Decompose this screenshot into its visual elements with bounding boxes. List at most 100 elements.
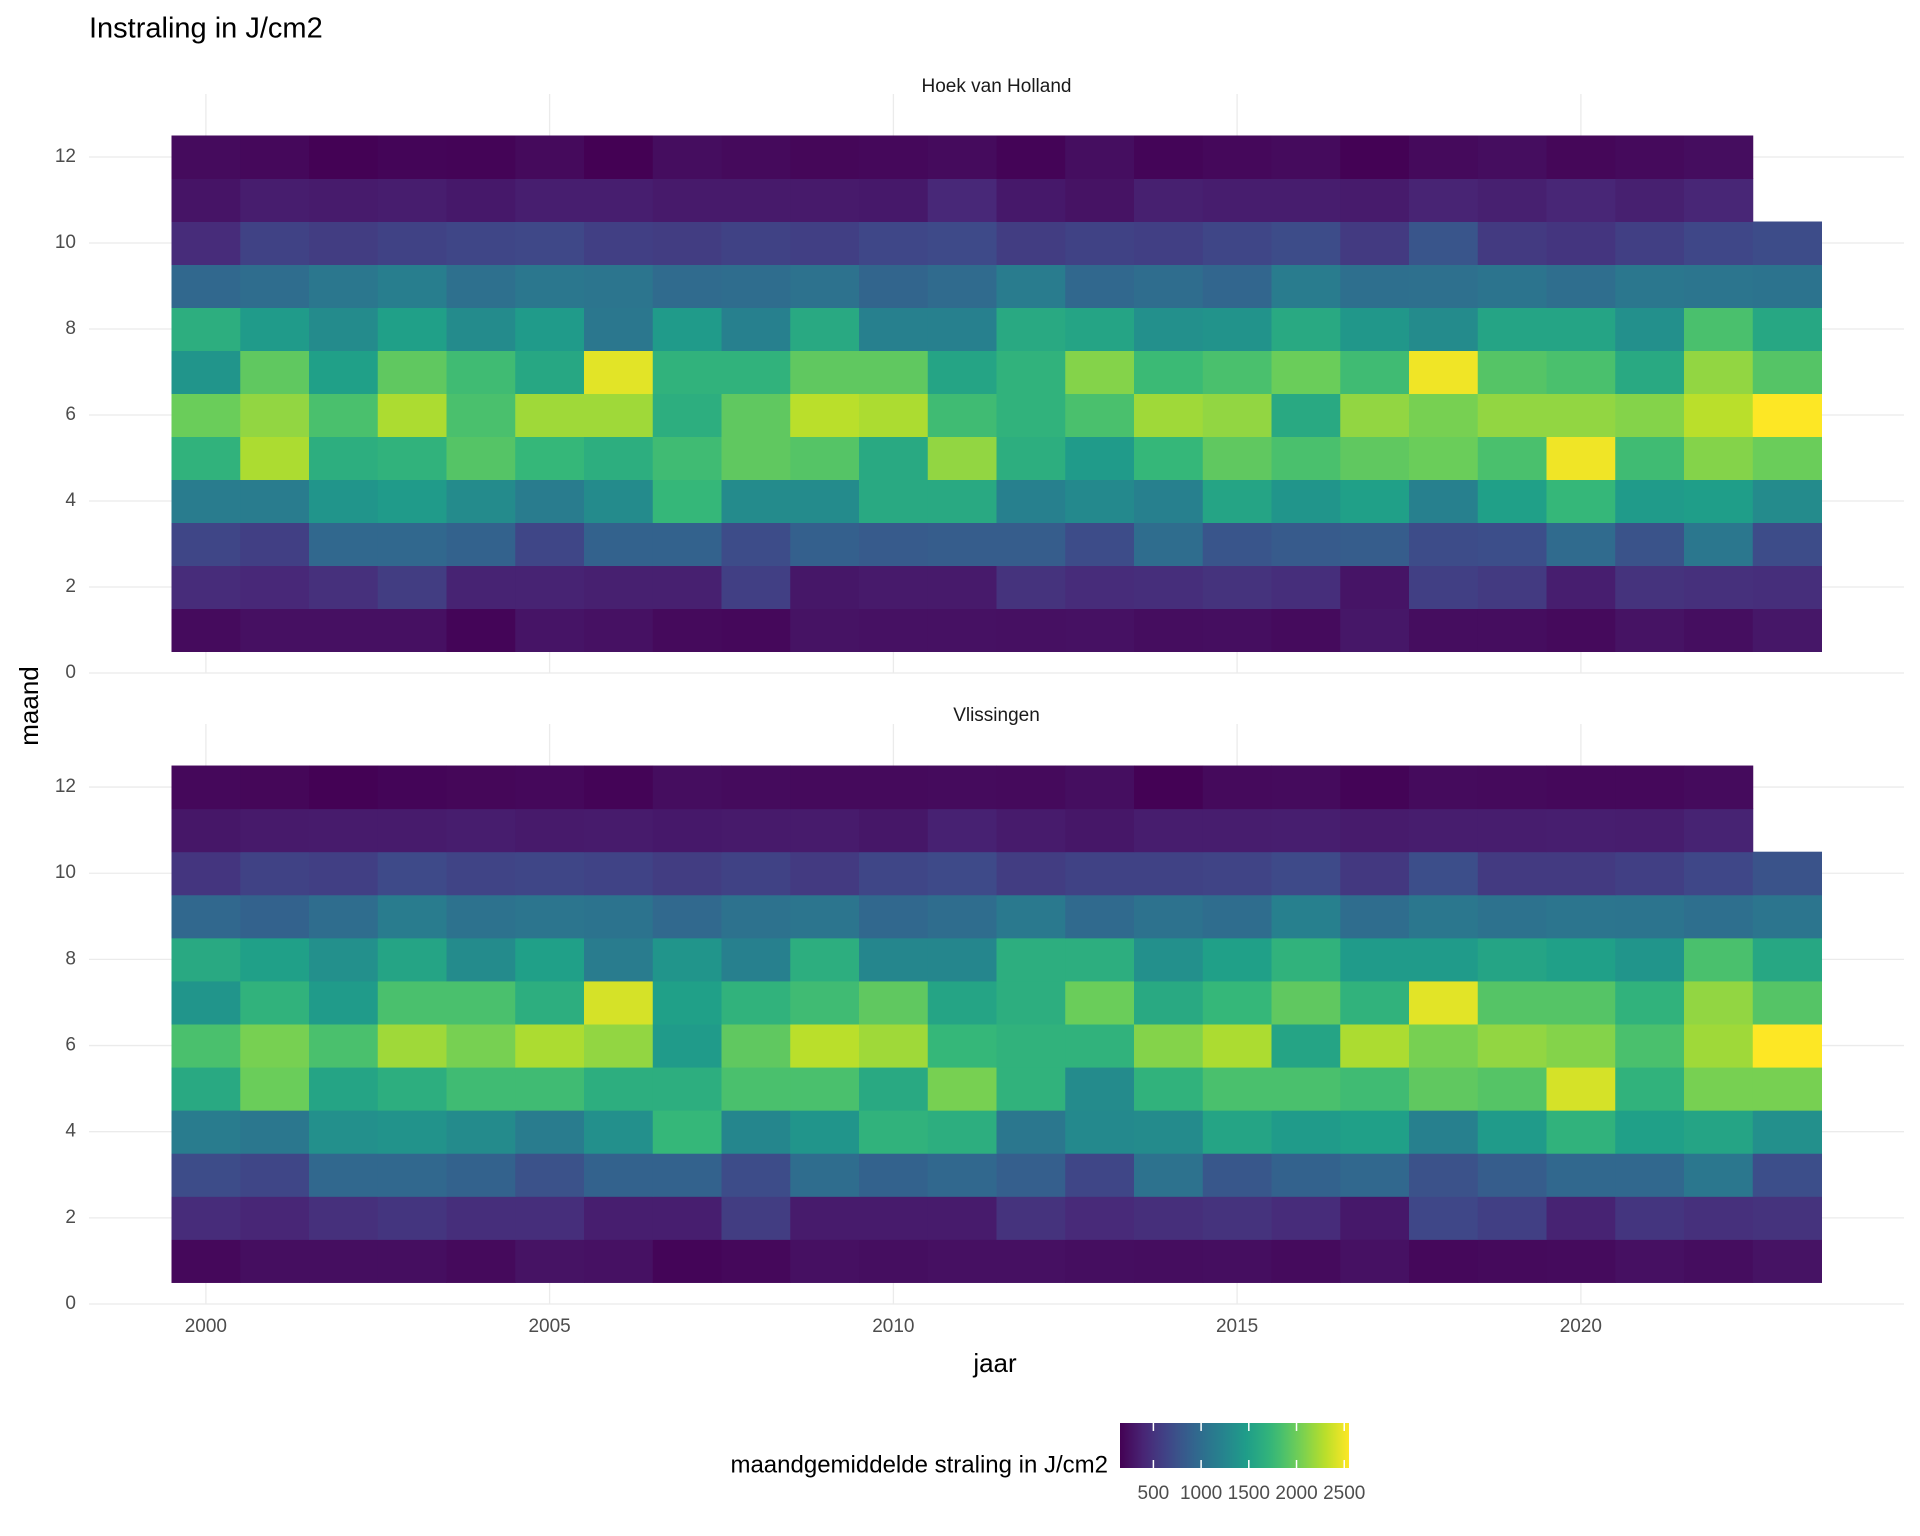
heatmap-cell [1546, 1153, 1616, 1197]
heatmap-cell [1134, 1024, 1204, 1068]
heatmap-cell [1065, 1196, 1135, 1240]
heatmap-cell [1546, 479, 1616, 523]
heatmap-cell [515, 221, 585, 265]
heatmap-cell [240, 307, 310, 351]
heatmap-cell [1684, 436, 1754, 480]
heatmap-cell [996, 980, 1066, 1025]
heatmap-cell [1546, 851, 1616, 896]
y-tick-label: 4 [65, 1121, 76, 1142]
heatmap-cell [1202, 937, 1272, 982]
heatmap-cell [1684, 522, 1754, 566]
heatmap-cell [1340, 937, 1410, 982]
heatmap-cell [1134, 980, 1204, 1025]
heatmap-cell [1684, 808, 1754, 853]
heatmap-cell [1065, 135, 1135, 179]
heatmap-cell [1684, 1239, 1754, 1283]
heatmap-cell [171, 937, 241, 982]
heatmap-cell [1615, 1153, 1685, 1197]
heatmap-cell [859, 1196, 929, 1240]
heatmap-cell [1271, 1024, 1341, 1068]
heatmap-cell [1340, 135, 1410, 179]
heatmap-cell [309, 565, 379, 609]
heatmap-cell [584, 851, 654, 896]
colorbar-tick-label: 2000 [1275, 1483, 1317, 1504]
heatmap-cell [377, 264, 447, 308]
heatmap-cell [515, 350, 585, 394]
heatmap-cell [1477, 350, 1547, 394]
heatmap-cell [446, 436, 516, 480]
heatmap-cell [652, 765, 722, 810]
heatmap-cell [790, 1239, 860, 1283]
heatmap-cell [1752, 479, 1822, 523]
heatmap-cell [1202, 264, 1272, 308]
heatmap-cell [1615, 522, 1685, 566]
heatmap-cell [377, 1110, 447, 1154]
heatmap-cell [1615, 565, 1685, 609]
heatmap-cell [240, 350, 310, 394]
heatmap-cell [652, 980, 722, 1025]
heatmap-cell [1134, 851, 1204, 896]
heatmap-cell [1615, 135, 1685, 179]
heatmap-cell [790, 1110, 860, 1154]
heatmap-cell [927, 565, 997, 609]
heatmap-cell [1409, 436, 1479, 480]
heatmap-cell [721, 135, 791, 179]
heatmap-cell [1684, 1196, 1754, 1240]
heatmap-cell [515, 565, 585, 609]
heatmap-cell [240, 851, 310, 896]
heatmap-cell [1615, 808, 1685, 853]
heatmap-cell [721, 937, 791, 982]
heatmap-cell [1477, 264, 1547, 308]
heatmap-cell [1477, 178, 1547, 222]
heatmap-cell [515, 1196, 585, 1240]
heatmap-cell [1065, 1153, 1135, 1197]
heatmap-cell [1752, 307, 1822, 351]
heatmap-cell [1065, 851, 1135, 896]
heatmap-cell [1271, 1110, 1341, 1154]
heatmap-cell [1477, 522, 1547, 566]
heatmap-cell [171, 980, 241, 1025]
heatmap-cell [1684, 264, 1754, 308]
y-tick-label: 2 [65, 576, 76, 597]
heatmap-cell [240, 1110, 310, 1154]
heatmap-cell [859, 765, 929, 810]
heatmap-cell [1615, 178, 1685, 222]
heatmap-cell [790, 307, 860, 351]
heatmap-cell [1752, 565, 1822, 609]
heatmap-cell [584, 307, 654, 351]
heatmap-cell [721, 1067, 791, 1111]
heatmap-cell [446, 522, 516, 566]
heatmap-cell [377, 765, 447, 810]
y-tick-label: 0 [65, 662, 76, 683]
heatmap-cell [309, 522, 379, 566]
heatmap-cell [1409, 393, 1479, 437]
heatmap-cell [1340, 264, 1410, 308]
heatmap-cell [996, 894, 1066, 939]
heatmap-cell [446, 1153, 516, 1197]
heatmap-cell [1752, 608, 1822, 652]
heatmap-cell [1477, 894, 1547, 939]
heatmap-cell [721, 393, 791, 437]
heatmap-cell [996, 851, 1066, 896]
heatmap-cell [652, 1024, 722, 1068]
heatmap-cell [1477, 1196, 1547, 1240]
heatmap-cell [1546, 1196, 1616, 1240]
heatmap-cell [446, 221, 516, 265]
heatmap-cell [584, 565, 654, 609]
heatmap-cell [1271, 479, 1341, 523]
heatmap-cell [309, 1067, 379, 1111]
heatmap-cell [790, 980, 860, 1025]
heatmap-cell [1202, 565, 1272, 609]
heatmap-cell [652, 479, 722, 523]
heatmap-cell [790, 565, 860, 609]
heatmap-cell [171, 1067, 241, 1111]
heatmap-cell [721, 1239, 791, 1283]
heatmap-cell [309, 221, 379, 265]
heatmap-cell [1065, 178, 1135, 222]
heatmap-cell [584, 608, 654, 652]
heatmap-cell [377, 221, 447, 265]
heatmap-cell [1134, 479, 1204, 523]
heatmap-cell [996, 1067, 1066, 1111]
heatmap-cell [584, 178, 654, 222]
